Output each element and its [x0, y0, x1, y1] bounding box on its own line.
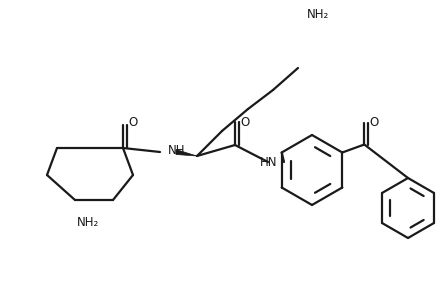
- Text: HN: HN: [260, 155, 278, 168]
- Text: O: O: [240, 115, 249, 128]
- Text: NH₂: NH₂: [77, 215, 99, 229]
- Text: NH₂: NH₂: [307, 7, 329, 20]
- Polygon shape: [176, 149, 197, 156]
- Text: NH: NH: [168, 144, 186, 157]
- Text: O: O: [128, 115, 138, 128]
- Text: O: O: [370, 116, 379, 129]
